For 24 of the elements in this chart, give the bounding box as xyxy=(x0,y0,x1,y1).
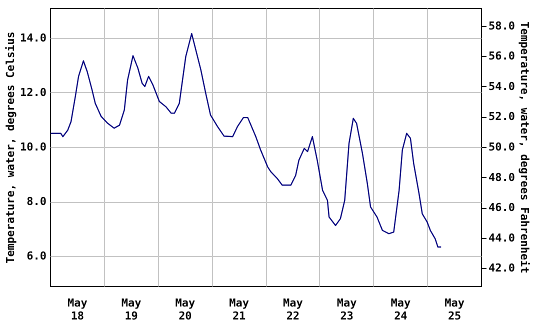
y2-tick-label: 50.0 xyxy=(488,140,515,154)
y2-axis-title: Temperature, water, degrees Fahrenheit xyxy=(518,22,531,274)
y2-tick-label: 58.0 xyxy=(488,19,515,32)
y2-tick-label: 48.0 xyxy=(488,170,515,184)
x-tick-label: May 18 xyxy=(68,296,88,320)
y-tick-label: 6.0 xyxy=(26,250,46,263)
y2-tick-label: 54.0 xyxy=(488,80,515,93)
y2-tick-label: 46.0 xyxy=(488,201,515,214)
y2-tick-label: 44.0 xyxy=(488,231,515,244)
x-tick-label: May 21 xyxy=(229,296,250,320)
x-tick-label: May 19 xyxy=(121,296,142,320)
y2-tick-label: 56.0 xyxy=(488,50,515,63)
y-axis-title: Temperature, water, degrees Celsius xyxy=(4,32,18,264)
x-tick-label: May 24 xyxy=(390,296,411,320)
y-tick-label: 8.0 xyxy=(26,195,46,208)
y2-tick-label: 52.0 xyxy=(488,110,515,124)
y-tick-label: 14.0 xyxy=(20,31,46,44)
x-tick-label: May 25 xyxy=(444,296,465,320)
y-tick-label: 12.0 xyxy=(20,86,46,99)
y-tick-label: 10.0 xyxy=(20,140,46,154)
x-tick-label: May 20 xyxy=(175,296,196,320)
x-tick-label: May 22 xyxy=(283,296,304,320)
x-tick-label: May 23 xyxy=(336,296,358,320)
y2-tick-label: 42.0 xyxy=(488,262,515,275)
